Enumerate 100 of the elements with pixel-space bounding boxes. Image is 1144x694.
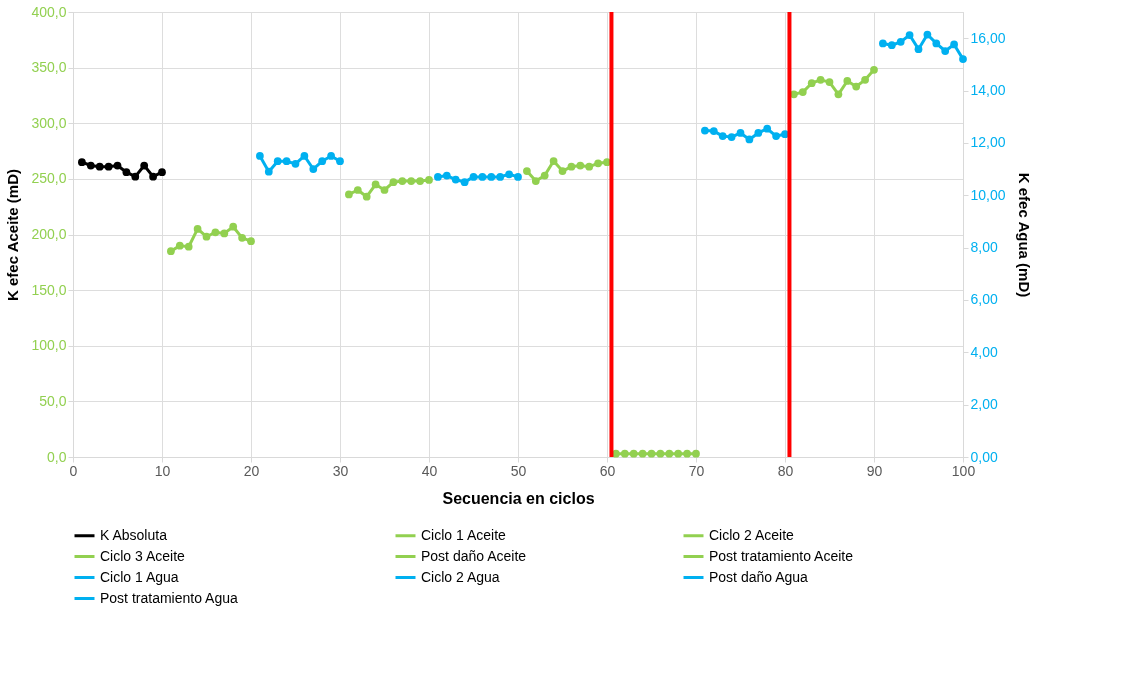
- point: [896, 37, 905, 46]
- y-axis-title: K efec Aceite (mD): [4, 169, 22, 301]
- y2-tick-label: 6,00: [970, 291, 998, 308]
- y-tick-label: 350,0: [31, 59, 67, 76]
- point: [701, 126, 709, 135]
- point: [718, 132, 727, 140]
- point: [745, 135, 754, 144]
- point: [772, 132, 780, 140]
- point: [941, 47, 950, 55]
- point: [247, 237, 255, 246]
- legend-label: Post tratamiento Agua: [100, 589, 238, 606]
- point: [683, 449, 691, 458]
- point: [407, 177, 416, 185]
- x-tick-label: 100: [951, 462, 976, 479]
- point: [122, 168, 131, 177]
- point: [273, 157, 282, 166]
- y2-tick-label: 10,00: [970, 186, 1006, 203]
- point: [86, 161, 95, 170]
- point: [549, 157, 558, 165]
- x-tick-label: 0: [69, 462, 78, 479]
- y-tick-label: 100,0: [31, 337, 67, 354]
- point: [318, 157, 327, 166]
- x-tick-label: 60: [599, 462, 616, 479]
- point: [950, 40, 958, 49]
- legend-label: Ciclo 3 Aceite: [100, 547, 186, 564]
- x-tick-label: 70: [688, 462, 705, 479]
- point: [291, 159, 300, 168]
- point: [763, 124, 772, 133]
- y2-tick-label: 0,00: [970, 448, 998, 465]
- point: [594, 159, 602, 168]
- point: [629, 449, 638, 458]
- point: [345, 190, 353, 199]
- point: [852, 82, 861, 91]
- point: [665, 449, 674, 458]
- point: [674, 449, 683, 458]
- y2-tick-label: 4,00: [970, 343, 998, 360]
- x-tick-label: 20: [243, 462, 260, 479]
- point: [558, 167, 567, 175]
- point: [612, 449, 620, 458]
- point: [905, 31, 914, 39]
- point: [229, 222, 238, 231]
- point: [371, 180, 380, 189]
- point: [175, 241, 184, 250]
- point: [692, 449, 700, 458]
- point: [380, 186, 389, 194]
- point: [505, 170, 513, 179]
- point: [104, 162, 113, 171]
- x-tick-label: 90: [866, 462, 883, 479]
- point: [567, 162, 576, 171]
- point: [656, 449, 665, 458]
- point: [202, 232, 211, 241]
- point: [807, 79, 816, 88]
- y-tick-label: 150,0: [31, 281, 67, 298]
- point: [959, 55, 967, 63]
- y-tick-label: 250,0: [31, 170, 67, 187]
- y2-tick-label: 12,00: [970, 134, 1006, 151]
- x-tick-label: 30: [332, 462, 349, 479]
- point: [585, 162, 594, 171]
- legend-label: Post daño Agua: [709, 568, 809, 585]
- point: [514, 173, 522, 181]
- point: [754, 129, 763, 137]
- point: [434, 173, 442, 181]
- point: [158, 168, 166, 177]
- y-tick-label: 0,0: [47, 448, 67, 465]
- point: [362, 192, 371, 201]
- point: [193, 225, 202, 233]
- point: [540, 171, 549, 180]
- point: [861, 76, 869, 84]
- point: [487, 173, 496, 181]
- point: [834, 90, 843, 99]
- legend-label: Ciclo 2 Aceite: [709, 526, 795, 543]
- point: [736, 129, 745, 137]
- legend-label: K Absoluta: [100, 526, 168, 543]
- x-tick-label: 10: [154, 462, 171, 479]
- point: [825, 78, 834, 86]
- point: [389, 178, 398, 187]
- point: [336, 157, 344, 166]
- point: [798, 88, 807, 96]
- point: [140, 161, 149, 170]
- point: [576, 161, 585, 170]
- y-tick-label: 50,0: [39, 392, 67, 409]
- y-tick-label: 300,0: [31, 114, 67, 131]
- point: [300, 152, 309, 160]
- point: [478, 173, 487, 181]
- point: [887, 41, 896, 50]
- point: [113, 161, 122, 170]
- point: [78, 158, 86, 167]
- point: [843, 77, 852, 85]
- point: [727, 133, 736, 141]
- point: [531, 177, 540, 185]
- point: [149, 172, 157, 181]
- y2-tick-label: 16,00: [970, 29, 1006, 46]
- point: [932, 39, 941, 48]
- point: [167, 247, 175, 256]
- point: [923, 30, 932, 39]
- point: [638, 449, 647, 458]
- point: [416, 177, 424, 185]
- point: [211, 228, 220, 237]
- point: [460, 178, 469, 187]
- y2-tick-label: 8,00: [970, 239, 998, 256]
